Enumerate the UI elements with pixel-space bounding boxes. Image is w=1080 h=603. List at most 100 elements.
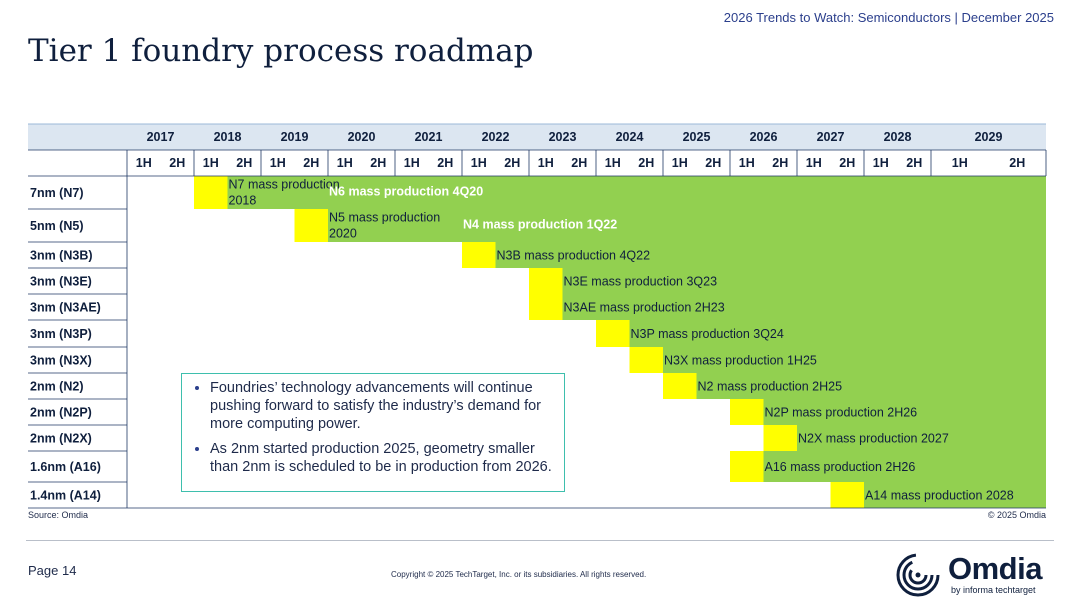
production-bar bbox=[696, 373, 1046, 399]
page-title: Tier 1 foundry process roadmap bbox=[28, 33, 534, 69]
half-label: 2H bbox=[303, 156, 319, 170]
half-label: 2H bbox=[839, 156, 855, 170]
row-label: 2nm (N2P) bbox=[30, 406, 92, 420]
production-bar bbox=[562, 294, 1046, 320]
footer-copyright: Copyright © 2025 TechTarget, Inc. or its… bbox=[391, 570, 647, 579]
production-bar bbox=[864, 482, 1046, 508]
bar-annotation: N3X mass production 1H25 bbox=[664, 354, 817, 368]
bar-annotation: N6 mass production 4Q20 bbox=[329, 185, 483, 199]
row-label: 1.4nm (A14) bbox=[30, 489, 101, 503]
half-label: 1H bbox=[136, 156, 152, 170]
omdia-logo: Omdia by informa techtarget bbox=[896, 551, 1056, 599]
half-label: 2H bbox=[705, 156, 721, 170]
lead-bar bbox=[194, 176, 228, 209]
row-label: 3nm (N3E) bbox=[30, 275, 92, 289]
bar-annotation: N5 mass production bbox=[329, 211, 440, 225]
lead-bar bbox=[529, 268, 563, 294]
year-header-bg bbox=[28, 124, 1046, 150]
report-title: 2026 Trends to Watch: Semiconductors | D… bbox=[723, 10, 1054, 25]
source-note: Source: Omdia bbox=[28, 510, 89, 520]
bar-annotation: 2020 bbox=[329, 227, 357, 241]
half-label: 2H bbox=[437, 156, 453, 170]
bar-annotation: N3B mass production 4Q22 bbox=[497, 249, 651, 263]
year-label: 2028 bbox=[884, 130, 912, 144]
half-label: 2H bbox=[169, 156, 185, 170]
half-label: 2H bbox=[571, 156, 587, 170]
half-label: 2H bbox=[906, 156, 922, 170]
production-bar bbox=[562, 268, 1046, 294]
production-bar bbox=[763, 399, 1046, 425]
lead-bar bbox=[830, 482, 864, 508]
year-label: 2017 bbox=[147, 130, 175, 144]
lead-bar bbox=[730, 451, 764, 482]
year-label: 2022 bbox=[482, 130, 510, 144]
lead-bar bbox=[663, 373, 697, 399]
half-label: 2H bbox=[772, 156, 788, 170]
callout-box: Foundries’ technology advancements will … bbox=[181, 373, 565, 492]
half-label: 1H bbox=[952, 156, 968, 170]
lead-bar bbox=[529, 294, 563, 320]
page-number: Page 14 bbox=[28, 563, 77, 578]
half-label: 1H bbox=[404, 156, 420, 170]
year-label: 2027 bbox=[817, 130, 845, 144]
bar-annotation: N2 mass production 2H25 bbox=[698, 380, 843, 394]
bar-annotation: N3P mass production 3Q24 bbox=[631, 327, 784, 341]
year-label: 2018 bbox=[214, 130, 242, 144]
year-label: 2023 bbox=[549, 130, 577, 144]
row-label: 1.6nm (A16) bbox=[30, 460, 101, 474]
row-label: 2nm (N2X) bbox=[30, 432, 92, 446]
bar-annotation: N2X mass production 2027 bbox=[798, 432, 949, 446]
row-label: 3nm (N3B) bbox=[30, 249, 93, 263]
bar-annotation: N4 mass production 1Q22 bbox=[463, 218, 617, 232]
callout-bullet: Foundries’ technology advancements will … bbox=[210, 379, 554, 433]
bar-annotation: N3E mass production 3Q23 bbox=[564, 275, 718, 289]
year-label: 2021 bbox=[415, 130, 443, 144]
lead-bar bbox=[763, 425, 797, 451]
row-label: 3nm (N3P) bbox=[30, 327, 92, 341]
logo-wordmark: Omdia bbox=[948, 551, 1042, 586]
row-label: 5nm (N5) bbox=[30, 219, 83, 233]
half-label: 1H bbox=[873, 156, 889, 170]
half-label: 1H bbox=[471, 156, 487, 170]
lead-bar bbox=[629, 347, 663, 373]
footer-divider bbox=[26, 540, 1054, 541]
bar-annotation: A14 mass production 2028 bbox=[865, 489, 1014, 503]
row-label: 3nm (N3X) bbox=[30, 354, 92, 368]
logo-by-line: by informa techtarget bbox=[951, 585, 1036, 595]
production-bar bbox=[797, 425, 1046, 451]
chart-copyright: © 2025 Omdia bbox=[987, 510, 1046, 520]
production-bar bbox=[763, 451, 1046, 482]
half-label: 1H bbox=[739, 156, 755, 170]
bar-annotation: N7 mass production bbox=[229, 178, 340, 192]
row-label: 7nm (N7) bbox=[30, 186, 83, 200]
year-label: 2026 bbox=[750, 130, 778, 144]
lead-bar bbox=[294, 209, 328, 242]
production-bar bbox=[495, 242, 1046, 268]
roadmap-chart: 2017 2018 2019 2020 2021 2022 2023 2024 2025 2026… bbox=[28, 123, 1047, 509]
omdia-swirl-icon bbox=[896, 553, 940, 597]
callout-bullet: As 2nm started production 2025, geometry… bbox=[210, 440, 554, 476]
half-label: 1H bbox=[605, 156, 621, 170]
year-label: 2024 bbox=[616, 130, 644, 144]
row-label: 2nm (N2) bbox=[30, 380, 83, 394]
half-label: 1H bbox=[270, 156, 286, 170]
half-label: 2H bbox=[1009, 156, 1025, 170]
half-label: 2H bbox=[236, 156, 252, 170]
year-label: 2020 bbox=[348, 130, 376, 144]
lead-bar bbox=[596, 320, 630, 347]
lead-bar bbox=[730, 399, 764, 425]
half-label: 2H bbox=[504, 156, 520, 170]
production-bar bbox=[328, 209, 1046, 242]
year-label: 2025 bbox=[683, 130, 711, 144]
bar-annotation: N3AE mass production 2H23 bbox=[564, 301, 725, 315]
production-bar bbox=[227, 176, 1046, 209]
half-label: 1H bbox=[806, 156, 822, 170]
production-bar bbox=[663, 347, 1046, 373]
bar-annotation: 2018 bbox=[229, 194, 257, 208]
half-label: 1H bbox=[672, 156, 688, 170]
half-label: 1H bbox=[538, 156, 554, 170]
production-bar bbox=[629, 320, 1046, 347]
half-label: 1H bbox=[203, 156, 219, 170]
bar-annotation: A16 mass production 2H26 bbox=[765, 460, 916, 474]
half-label: 2H bbox=[638, 156, 654, 170]
